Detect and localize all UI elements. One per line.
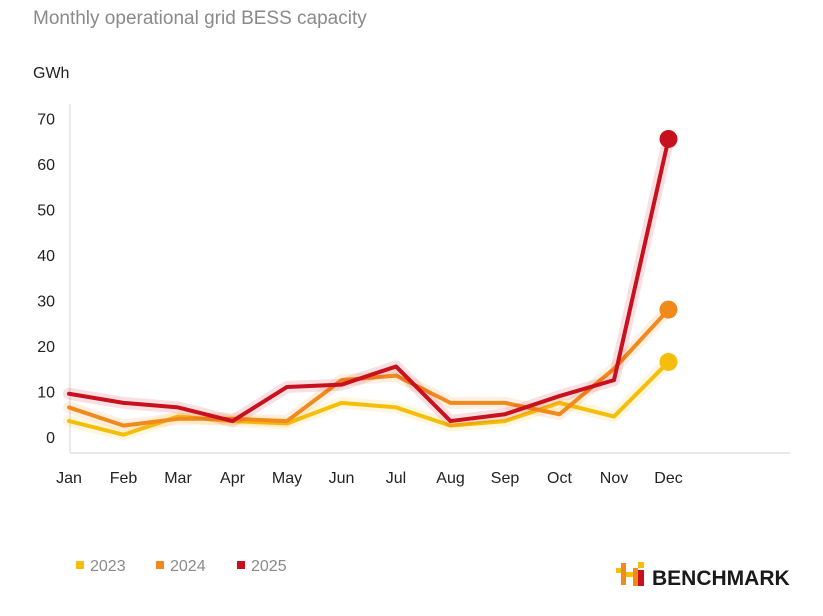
y-tick-labels: 0 10 20 30 40 50 60 70 [37, 112, 55, 448]
x-tick-label: Nov [600, 470, 628, 487]
y-tick-label: 10 [37, 385, 55, 402]
end-marker-2024 [659, 300, 678, 319]
data-point-2024 [67, 405, 71, 409]
y-tick-label: 50 [37, 203, 55, 220]
legend-swatch-2025 [237, 561, 245, 569]
data-point-2024 [558, 412, 562, 416]
end-marker-2023 [659, 352, 678, 371]
x-tick-labels: Jan Feb Mar Apr May Jun Jul Aug Sep Oct Nov Dec [56, 470, 683, 487]
x-tick-label: Jun [329, 470, 355, 487]
data-point-2024 [285, 419, 289, 423]
x-tick-label: May [272, 470, 302, 487]
data-point-2023 [122, 433, 126, 437]
series-line-2025 [67, 136, 671, 424]
data-point-2023 [612, 415, 616, 419]
x-tick-label: Mar [164, 470, 192, 487]
y-tick-label: 20 [37, 339, 55, 356]
data-point-2025 [122, 401, 126, 405]
x-tick-label: Dec [654, 470, 682, 487]
legend-label-2024: 2024 [170, 558, 206, 575]
data-point-2025 [176, 405, 180, 409]
legend-swatch-2024 [156, 561, 164, 569]
data-point-2025 [394, 364, 398, 368]
data-point-2024 [503, 401, 507, 405]
data-point-2023 [67, 419, 71, 423]
end-marker-2025 [659, 129, 678, 148]
x-tick-label: Apr [220, 470, 246, 487]
brand-name: BENCHMARK [652, 567, 790, 590]
data-point-2025 [503, 412, 507, 416]
y-tick-label: 40 [37, 248, 55, 265]
legend-label-2025: 2025 [251, 558, 287, 575]
data-point-2025 [612, 378, 616, 382]
data-point-2025 [67, 392, 71, 396]
data-point-2024 [176, 417, 180, 421]
chart-title: Monthly operational grid BESS capacity [33, 8, 367, 29]
x-tick-label: Aug [436, 470, 464, 487]
x-tick-label: Feb [110, 470, 138, 487]
series-glow-2025 [63, 132, 675, 428]
x-tick-label: Jan [56, 470, 82, 487]
legend: 2023 2024 2025 [76, 558, 287, 575]
benchmark-logo-icon [616, 562, 644, 586]
benchmark-logo: BENCHMARK [616, 562, 790, 590]
x-tick-label: Sep [491, 470, 520, 487]
data-point-2025 [558, 394, 562, 398]
data-point-2025 [340, 383, 344, 387]
y-tick-label: 60 [37, 157, 55, 174]
y-axis-label: GWh [33, 65, 69, 82]
data-point-2023 [394, 405, 398, 409]
data-point-2025 [231, 419, 235, 423]
data-point-2024 [449, 401, 453, 405]
data-point-2024 [122, 424, 126, 428]
series-line-2024 [67, 307, 671, 428]
x-tick-label: Oct [547, 470, 572, 487]
series-layer [63, 129, 678, 441]
y-tick-label: 70 [37, 112, 55, 129]
y-tick-label: 30 [37, 294, 55, 311]
data-point-2025 [449, 419, 453, 423]
data-point-2023 [340, 401, 344, 405]
legend-swatch-2023 [76, 561, 84, 569]
y-tick-label: 0 [46, 430, 55, 447]
data-point-2025 [285, 385, 289, 389]
legend-label-2023: 2023 [90, 558, 126, 575]
x-tick-label: Jul [386, 470, 406, 487]
